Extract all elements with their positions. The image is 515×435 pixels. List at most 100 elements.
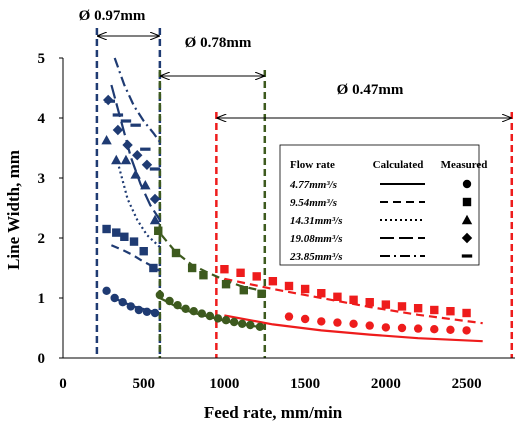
y-tick-label: 5 <box>38 51 46 67</box>
measured-point <box>187 263 197 273</box>
measured-point <box>381 300 391 309</box>
calculated-curve <box>224 314 483 343</box>
measured-point <box>102 224 111 234</box>
region-label: Ø 0.47mm <box>337 82 404 98</box>
legend-marker-sample <box>461 254 473 258</box>
measured-point <box>101 135 112 145</box>
x-tick-label: 2500 <box>452 376 482 392</box>
legend-marker-sample <box>461 232 473 244</box>
measured-point <box>430 325 439 334</box>
measured-point <box>197 309 207 318</box>
measured-point <box>333 292 342 301</box>
legend-box <box>279 144 480 266</box>
measured-point <box>120 232 129 241</box>
measured-point <box>446 325 455 334</box>
measured-point <box>130 169 141 179</box>
measured-point <box>381 323 391 332</box>
calculated-curve <box>110 244 161 272</box>
legend-marker-sample <box>461 214 473 225</box>
measured-point <box>268 277 278 286</box>
measured-point <box>220 265 229 274</box>
measured-point <box>122 139 133 151</box>
measured-point <box>317 317 326 326</box>
measured-point <box>213 314 223 323</box>
legend-header-measured: Measured <box>441 159 488 171</box>
measured-point <box>239 286 248 295</box>
measured-point <box>365 298 374 307</box>
measured-point <box>149 263 158 273</box>
legend-entry-label: 19.08mm³/s <box>290 233 343 245</box>
legend-marker-sample <box>462 179 472 189</box>
measured-point <box>112 228 121 237</box>
measured-point <box>205 311 215 321</box>
measured-point <box>462 308 471 318</box>
measured-point <box>129 237 139 246</box>
y-tick-label: 2 <box>38 231 46 247</box>
measured-point <box>284 281 294 291</box>
region-label: Ø 0.78mm <box>185 35 252 51</box>
measured-point <box>446 307 455 316</box>
measured-point <box>120 119 132 123</box>
measured-point <box>142 307 152 316</box>
measured-point <box>413 324 423 333</box>
measured-point <box>102 286 111 295</box>
legend-entry-label: 9.54mm³/s <box>290 197 337 209</box>
x-tick-label: 2000 <box>371 376 401 392</box>
measured-point <box>173 301 182 310</box>
measured-point <box>284 312 294 321</box>
measured-point <box>112 124 124 136</box>
legend-entry-label: 23.85mm³/s <box>289 251 343 263</box>
measured-point <box>140 147 151 151</box>
measured-point <box>221 280 231 289</box>
measured-point <box>397 302 407 311</box>
x-tick-label: 500 <box>132 376 155 392</box>
measured-point <box>255 322 265 331</box>
measured-point <box>317 289 326 298</box>
measured-point <box>155 290 165 300</box>
measured-point <box>300 314 310 324</box>
measured-point <box>462 326 471 335</box>
measured-point <box>130 123 141 127</box>
measured-point <box>139 247 148 256</box>
measured-point <box>149 167 161 171</box>
measured-point <box>229 317 239 327</box>
measured-point <box>236 268 245 277</box>
calculated-curve <box>113 57 161 143</box>
measured-point <box>120 154 132 165</box>
calculated-curve <box>160 234 266 294</box>
measured-point <box>333 318 342 327</box>
measured-point <box>154 226 163 235</box>
legend-entry-label: 4.77mm³/s <box>289 179 337 191</box>
measured-point <box>300 284 310 294</box>
measured-point <box>141 159 153 170</box>
measured-point <box>189 307 198 316</box>
y-axis-title: Line Width, mm <box>4 150 23 270</box>
measured-point <box>132 150 143 161</box>
y-tick-label: 1 <box>38 291 46 307</box>
measured-point <box>365 321 374 330</box>
measured-point <box>430 305 439 315</box>
y-tick-label: 3 <box>38 171 46 187</box>
measured-point <box>246 320 255 330</box>
calculated-curve <box>224 277 483 325</box>
legend-header-flow: Flow rate <box>290 159 335 171</box>
measured-point <box>349 319 358 328</box>
measured-point <box>150 308 160 318</box>
y-tick-label: 0 <box>38 351 46 367</box>
measured-point <box>118 298 127 307</box>
calculated-curve <box>115 156 161 248</box>
measured-point <box>149 214 161 225</box>
measured-point <box>257 289 266 298</box>
measured-point <box>413 304 423 313</box>
measured-point <box>221 316 231 325</box>
legend-header-calculated: Calculated <box>373 159 424 171</box>
measured-point <box>112 113 124 117</box>
measured-point <box>165 296 174 306</box>
measured-point <box>349 295 358 304</box>
measured-point <box>237 319 247 328</box>
x-tick-label: 1500 <box>290 376 320 392</box>
region-label: Ø 0.97mm <box>79 8 146 24</box>
measured-point <box>111 154 122 165</box>
